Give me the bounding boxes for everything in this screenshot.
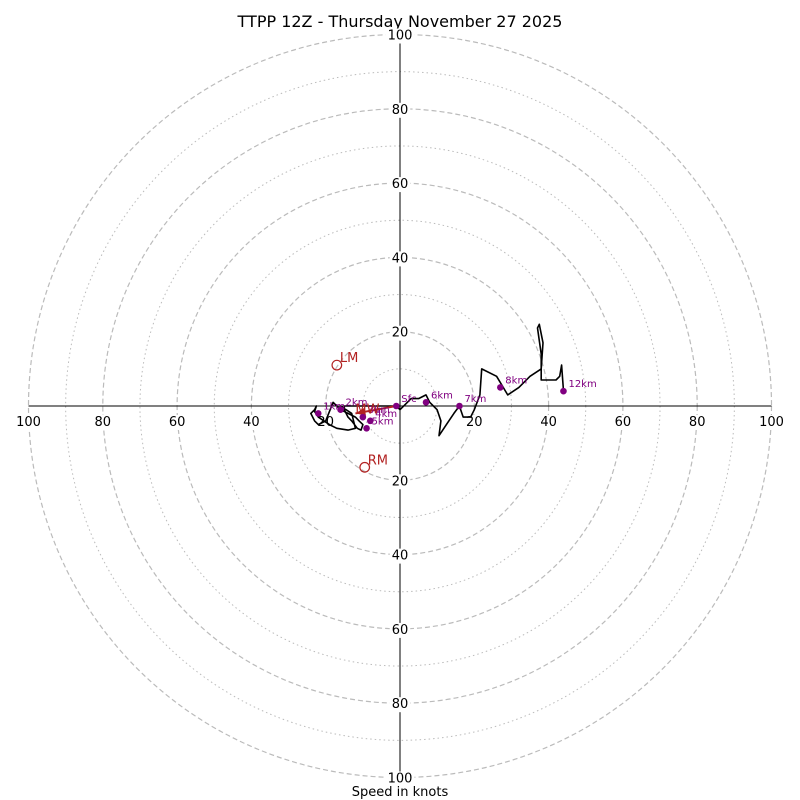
trace-line: [395, 323, 565, 437]
storm-motion-label-RM: RM: [368, 453, 388, 468]
height-label-1km: 1km: [323, 401, 345, 412]
tick-label-background: [389, 697, 411, 713]
height-label-4km: 4km: [375, 409, 397, 420]
tick-label-background: [241, 415, 262, 430]
tick-label-background: [385, 771, 415, 787]
y-tick-label: 80: [392, 697, 409, 712]
height-marker-8km: [497, 384, 504, 391]
tick-label-background: [389, 622, 411, 638]
tick-label-background: [389, 548, 411, 564]
height-marker-1km: [314, 410, 322, 417]
height-label-Sfc: Sfc: [401, 394, 416, 405]
tick-label-background: [612, 415, 634, 430]
tick-label-background: [389, 251, 411, 267]
tick-label-background: [166, 415, 188, 430]
y-tick-label: 40: [392, 549, 409, 564]
x-tick-label: 20: [466, 415, 483, 430]
tick-label-background: [389, 177, 411, 193]
x-tick-label: 80: [689, 415, 706, 430]
tick-label-background: [389, 325, 411, 341]
height-label-2km: 2km: [346, 398, 368, 409]
tick-label-background: [538, 415, 559, 430]
x-tick-label: 100: [16, 415, 41, 430]
y-tick-label: 80: [392, 103, 409, 118]
y-tick-label: 20: [392, 326, 409, 341]
height-marker-12km: [560, 387, 567, 395]
tick-label-background: [757, 415, 786, 430]
height-marker-6km: [422, 398, 430, 406]
y-tick-label: 20: [392, 474, 409, 489]
height-marker-4km: [366, 417, 374, 425]
y-tick-label: 60: [392, 177, 409, 192]
height-marker-2km: [337, 406, 344, 414]
height-label-12km: 12km: [568, 379, 596, 390]
height-label-6km: 6km: [431, 390, 453, 401]
x-tick-label: 40: [540, 415, 557, 430]
height-label-8km: 8km: [505, 375, 527, 386]
y-tick-label: 60: [392, 623, 409, 638]
y-tick-label: 100: [388, 29, 413, 44]
motion-arrow: [355, 405, 397, 416]
height-label-3km: 3km: [368, 405, 390, 416]
height-marker-7km: [456, 402, 463, 410]
tick-label-background: [14, 415, 43, 430]
x-tick-label: 40: [243, 415, 260, 430]
height-marker-Sfc: [392, 402, 400, 410]
height-label-7km: 7km: [464, 394, 486, 405]
tick-label-background: [686, 415, 708, 430]
x-tick-label: 60: [169, 415, 186, 430]
storm-motion-marker-LM: [331, 359, 343, 371]
height-marker-3km: [359, 413, 367, 421]
x-tick-label: 60: [615, 415, 632, 430]
tick-label-background: [92, 415, 114, 430]
tick-label-background: [385, 28, 415, 44]
storm-motion-label-LM: LM: [340, 351, 358, 366]
tick-label-background: [389, 102, 411, 118]
storm-motion-label-MW: MW: [355, 402, 379, 417]
height-marker-5km: [363, 424, 370, 432]
y-tick-label: 40: [392, 251, 409, 266]
x-tick-label: 80: [95, 415, 112, 430]
motion-arrow-head: [355, 407, 366, 416]
storm-motion-marker-RM: [359, 461, 371, 473]
x-axis-label: Speed in knots: [352, 785, 449, 800]
tick-label-background: [389, 474, 411, 490]
y-tick-label: 100: [388, 772, 413, 787]
chart-title: TTPP 12Z - Thursday November 27 2025: [237, 12, 563, 31]
x-tick-label: 100: [759, 415, 784, 430]
tick-label-background: [464, 415, 485, 430]
axes: [28, 34, 772, 778]
height-label-5km: 5km: [372, 416, 394, 427]
storm-motion-markers: LM RM MW: [331, 351, 388, 473]
